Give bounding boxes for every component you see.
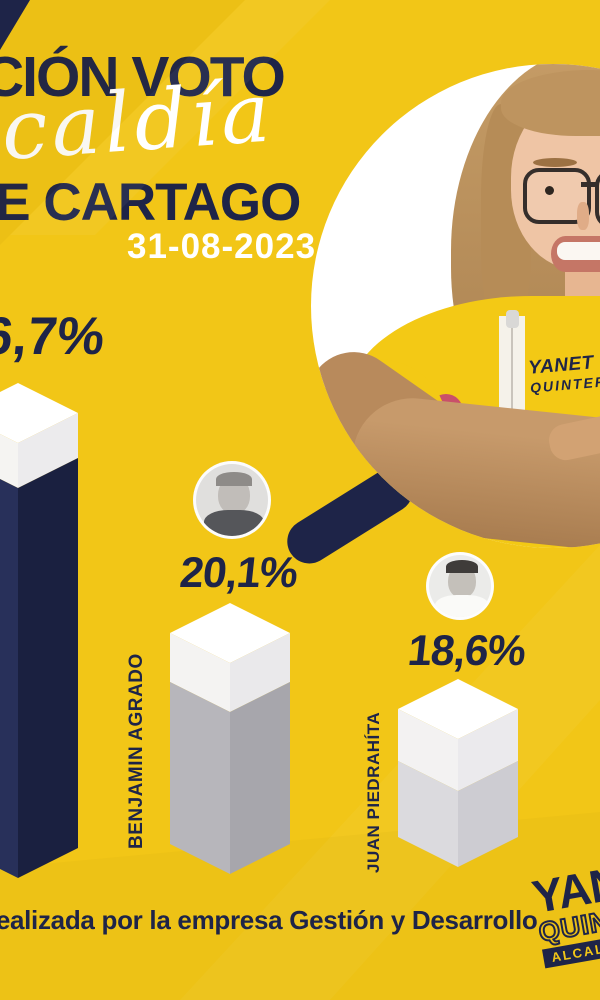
teeth <box>557 242 600 260</box>
zipper-pull <box>506 310 519 328</box>
bar-yanet-quintero <box>0 383 78 878</box>
avatar-shirt <box>204 510 264 536</box>
eye-left <box>545 186 554 195</box>
bar1-body-right <box>18 458 78 878</box>
bar1-body-left <box>0 479 18 878</box>
bar3-body-left <box>398 761 458 867</box>
value-label-yanet: 36,7% <box>0 307 108 366</box>
bar1-cap-right <box>18 413 78 488</box>
source-note: realizada por la empresa Gestión y Desar… <box>0 905 538 936</box>
avatar-shirt <box>435 595 489 617</box>
corner-triangle <box>0 0 30 50</box>
candidate-name-benjamin: BENJAMIN AGRADO <box>126 653 147 849</box>
bar2-body-left <box>170 682 230 874</box>
bar2-cap-right <box>230 633 290 712</box>
source-note-company: Gestión y Desarrollo <box>289 905 538 935</box>
bar2-cap-left <box>170 633 230 712</box>
bar-juan-piedrahita <box>398 679 518 867</box>
title-line-2: DE CARTAGO <box>0 173 301 232</box>
bar3-body-right <box>458 761 518 867</box>
magnifier-lens-photo: YANET QUINTERO <box>311 64 600 548</box>
avatar-hair <box>446 560 478 573</box>
bar1-cap-left <box>0 434 18 488</box>
bg-chevron-dark <box>0 0 245 245</box>
zipper-line <box>511 318 513 436</box>
bar-benjamin-agrado <box>170 603 290 874</box>
bar1-top-face <box>0 383 78 443</box>
bar3-cap-left <box>398 709 458 791</box>
poll-date: 31-08-2023 <box>127 227 317 266</box>
bg-chevron-light <box>10 0 330 235</box>
title-line-1: INTENCIÓN VOTO <box>0 44 286 110</box>
avatar-benjamin-agrado <box>193 461 271 539</box>
bar2-body-right <box>230 682 290 874</box>
avatar-juan-piedrahita <box>426 552 494 620</box>
bar3-cap-right <box>458 709 518 791</box>
nose <box>577 202 589 230</box>
glasses-bridge <box>581 182 599 187</box>
eyebrow-left <box>533 158 577 167</box>
avatar-hair <box>216 472 252 486</box>
bg-chevron-light-2 <box>180 545 600 1000</box>
source-note-prefix: realizada por la empresa <box>0 905 290 935</box>
value-label-benjamin: 20,1% <box>177 549 300 597</box>
candidate-name-juan: JUAN PIEDRAHÍTA <box>364 711 383 873</box>
value-label-juan: 18,6% <box>405 627 528 675</box>
